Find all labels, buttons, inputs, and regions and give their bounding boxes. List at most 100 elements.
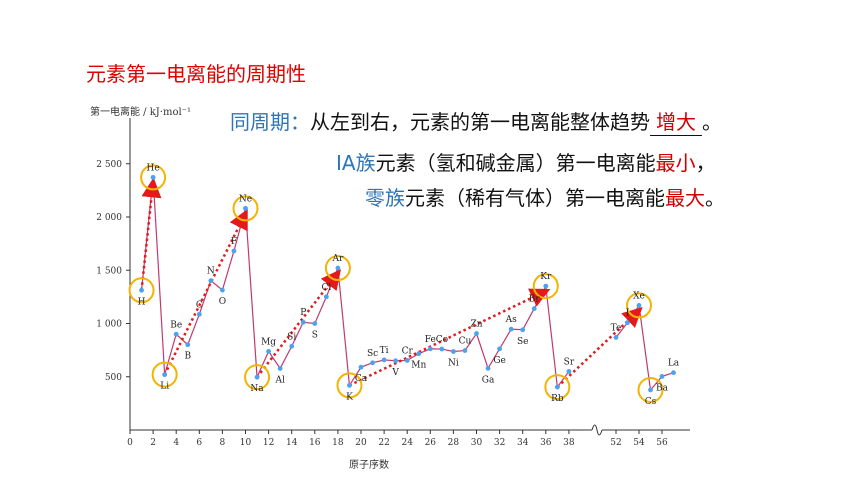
point-label: Al [274,375,284,385]
x-tick-label: 6 [196,438,202,448]
highlight-circle [532,273,559,300]
data-point [439,346,445,352]
point-label: Ca [355,374,368,384]
point-label: K [346,392,353,402]
x-tick-label: 38 [563,438,575,448]
group1-label: ⅠA族 [336,151,376,175]
x-tick-label: 16 [309,438,321,448]
data-point [358,364,364,370]
x-tick-label: 14 [286,438,298,448]
data-point [625,320,630,326]
point-label: Ga [482,375,495,385]
data-point [659,374,665,379]
x-tick-label: 36 [540,438,552,448]
x-tick-label: 32 [494,438,505,448]
data-point [300,319,306,325]
data-point [543,283,549,289]
group0-text: 元素（稀有气体）第一电离能 [405,186,665,210]
data-point [370,360,375,366]
point-label: Br [529,295,541,305]
data-point [347,382,352,388]
point-label: B [184,352,191,362]
highlight-circle [637,376,664,403]
data-point [474,331,479,336]
x-tick-label: 0 [127,438,133,448]
x-tick-label: 2 [150,438,156,448]
x-tick-label: 22 [378,438,389,448]
data-point [220,287,225,293]
highlight-circle [128,277,155,304]
point-label: C [196,300,203,310]
point-label: O [219,297,226,307]
x-tick-label: 28 [448,438,460,448]
x-tick-label: 10 [240,438,252,448]
point-label: Ne [239,194,252,204]
highlight-circle [544,374,571,401]
point-label: N [207,267,215,277]
period-trend-line: 同周期：从左到右，元素的第一电离能整体趋势 增大。 [230,106,722,136]
trend-arrow [348,288,551,387]
point-label: Se [517,337,529,347]
point-label: Ge [493,356,506,366]
y-tick-label: 1 000 [96,320,122,330]
point-label: Zn [470,320,482,330]
data-point [554,384,560,390]
point-label: Rb [551,394,564,404]
data-point [162,372,168,378]
data-point [243,205,248,211]
data-point [636,302,642,308]
x-tick-label: 54 [633,438,645,448]
data-point [497,346,502,352]
x-tick-label: 30 [471,438,483,448]
series-line [140,177,570,389]
data-point [520,327,526,333]
data-point [508,326,514,332]
data-point [404,358,410,363]
slide-title: 元素第一电离能的周期性 [86,62,306,86]
data-point [416,351,422,357]
data-point [289,343,295,349]
data-point [185,342,191,348]
same-period-label: 同周期： [230,110,310,134]
point-label: Ni [448,359,459,369]
highlight-circle [151,361,178,388]
point-label: Cs [645,397,657,407]
x-tick-label: 18 [332,438,344,448]
point-label: Cr [402,346,414,356]
point-label: La [668,359,680,369]
x-tick-label: 24 [401,438,413,448]
data-point [485,365,491,371]
highlight-circle [140,164,167,191]
point-label: Sc [367,349,378,359]
point-label: Cl [321,283,331,293]
x-tick-label: 26 [425,438,437,448]
y-tick-label: 2 500 [96,160,122,170]
point-label: Cu [459,337,472,347]
group0-label: 零族 [365,186,405,210]
data-point [671,370,676,376]
group1-key: 最小 [655,151,696,175]
y-tick-label: 2 000 [96,213,122,223]
x-tick-label: 20 [355,438,367,448]
point-label: As [505,315,517,325]
data-point [208,278,214,284]
highlight-circle [244,364,271,391]
data-point [462,348,468,353]
point-label: Mg [261,337,276,347]
highlight-circle [336,372,363,399]
data-point [323,294,329,300]
group0-key: 最大 [665,186,705,210]
data-point [139,287,144,293]
point-label: Be [170,320,182,330]
point-label: Fe [425,335,436,345]
series-line-right [615,303,674,392]
point-label: P [300,308,306,318]
point-label: Sr [564,357,575,367]
data-point [335,265,341,271]
x-tick-label: 34 [517,438,529,448]
point-label: Na [250,384,264,394]
group1-text: 元素（氢和碱金属）第一电离能 [375,151,656,175]
y-axis-title: 第一电离能 / kJ·mol⁻¹ [90,107,191,118]
point-label: Xe [633,291,645,301]
